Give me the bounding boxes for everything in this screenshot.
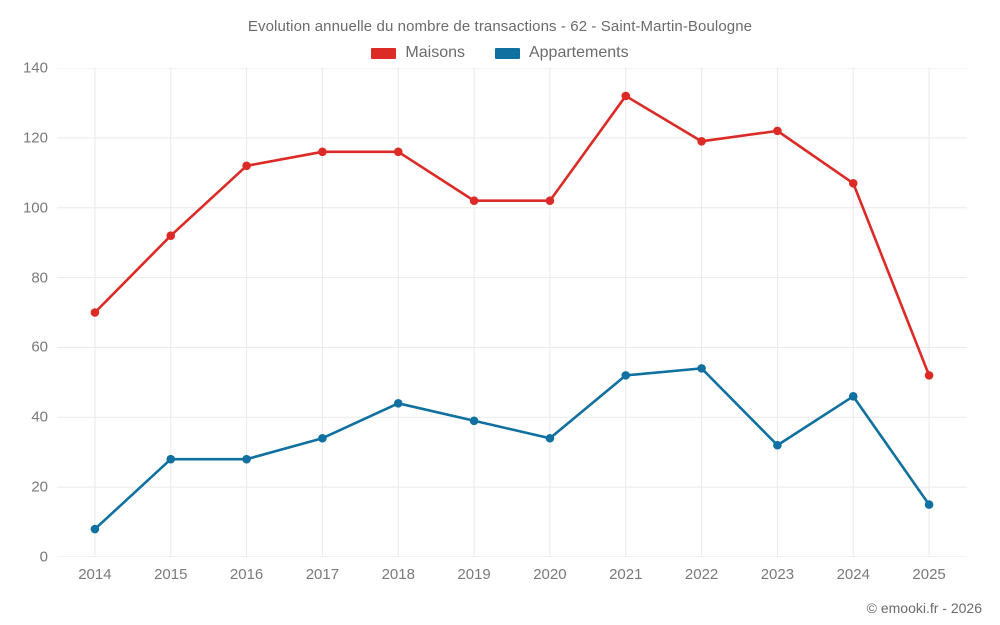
- data-point[interactable]: [773, 126, 782, 136]
- series-markers: [90, 91, 934, 534]
- x-tick-label: 2020: [533, 566, 567, 583]
- data-point[interactable]: [242, 454, 251, 464]
- data-point[interactable]: [90, 308, 100, 317]
- data-point[interactable]: [848, 392, 858, 401]
- y-tick-label: 0: [39, 548, 48, 566]
- x-tick-label: 2025: [912, 566, 946, 583]
- x-tick-label: 2018: [381, 566, 415, 583]
- x-tick-label: 2015: [154, 566, 188, 583]
- y-tick-label: 100: [22, 199, 48, 217]
- plot-svg: [57, 68, 967, 557]
- x-tick-label: 2022: [684, 566, 719, 583]
- legend-item-appartements[interactable]: Appartements: [494, 44, 629, 62]
- data-point[interactable]: [545, 196, 555, 206]
- data-point[interactable]: [621, 91, 631, 101]
- data-point[interactable]: [318, 433, 327, 443]
- x-axis: 2014 2015 2016 2017 2018 2019 2020 2021 2022 2023…: [57, 566, 967, 590]
- series-line-maisons: [93, 94, 931, 377]
- data-point[interactable]: [545, 433, 555, 443]
- data-point[interactable]: [697, 364, 706, 373]
- series-line-appartements: [93, 367, 931, 531]
- x-tick-label: 2016: [229, 566, 264, 583]
- y-tick-label: 140: [22, 59, 48, 77]
- chart-title: Evolution annuelle du nombre de transact…: [247, 18, 753, 35]
- data-point[interactable]: [242, 161, 251, 171]
- legend-label: Appartements: [528, 44, 629, 61]
- legend-swatch-icon: [371, 47, 397, 59]
- x-tick-label: 2024: [836, 566, 870, 583]
- data-point[interactable]: [469, 196, 479, 206]
- y-tick-label: 120: [22, 129, 48, 147]
- y-tick-label: 20: [31, 478, 48, 496]
- x-tick-label: 2021: [609, 566, 643, 583]
- grid-lines: [57, 68, 967, 557]
- x-tick-label: 2014: [78, 566, 112, 583]
- legend-item-maisons[interactable]: Maisons: [371, 44, 465, 62]
- y-tick-label: 80: [31, 269, 48, 287]
- data-point[interactable]: [318, 147, 327, 157]
- data-point[interactable]: [924, 371, 934, 380]
- plot-area: [57, 68, 967, 557]
- x-tick-label: 2017: [305, 566, 340, 583]
- footer-credit: © emooki.fr - 2026: [866, 600, 982, 616]
- y-tick-label: 60: [31, 338, 48, 356]
- y-axis: 0 20 40 60 80 100 120 140: [0, 60, 48, 566]
- data-point[interactable]: [848, 178, 858, 188]
- legend-swatch-icon: [494, 47, 520, 59]
- data-point[interactable]: [166, 454, 176, 464]
- data-point[interactable]: [393, 399, 403, 408]
- legend-label: Maisons: [405, 44, 465, 61]
- data-point[interactable]: [90, 524, 100, 534]
- y-tick-label: 40: [31, 408, 48, 426]
- data-point[interactable]: [924, 500, 934, 509]
- x-tick-label: 2019: [457, 566, 491, 583]
- data-point[interactable]: [393, 147, 403, 157]
- chart-legend: Maisons Appartements: [0, 44, 1000, 62]
- data-point[interactable]: [621, 371, 631, 380]
- series-lines: [93, 94, 931, 531]
- data-point[interactable]: [773, 440, 782, 450]
- x-tick-label: 2023: [760, 566, 795, 583]
- data-point[interactable]: [469, 416, 479, 426]
- data-point[interactable]: [166, 231, 176, 240]
- data-point[interactable]: [697, 137, 706, 146]
